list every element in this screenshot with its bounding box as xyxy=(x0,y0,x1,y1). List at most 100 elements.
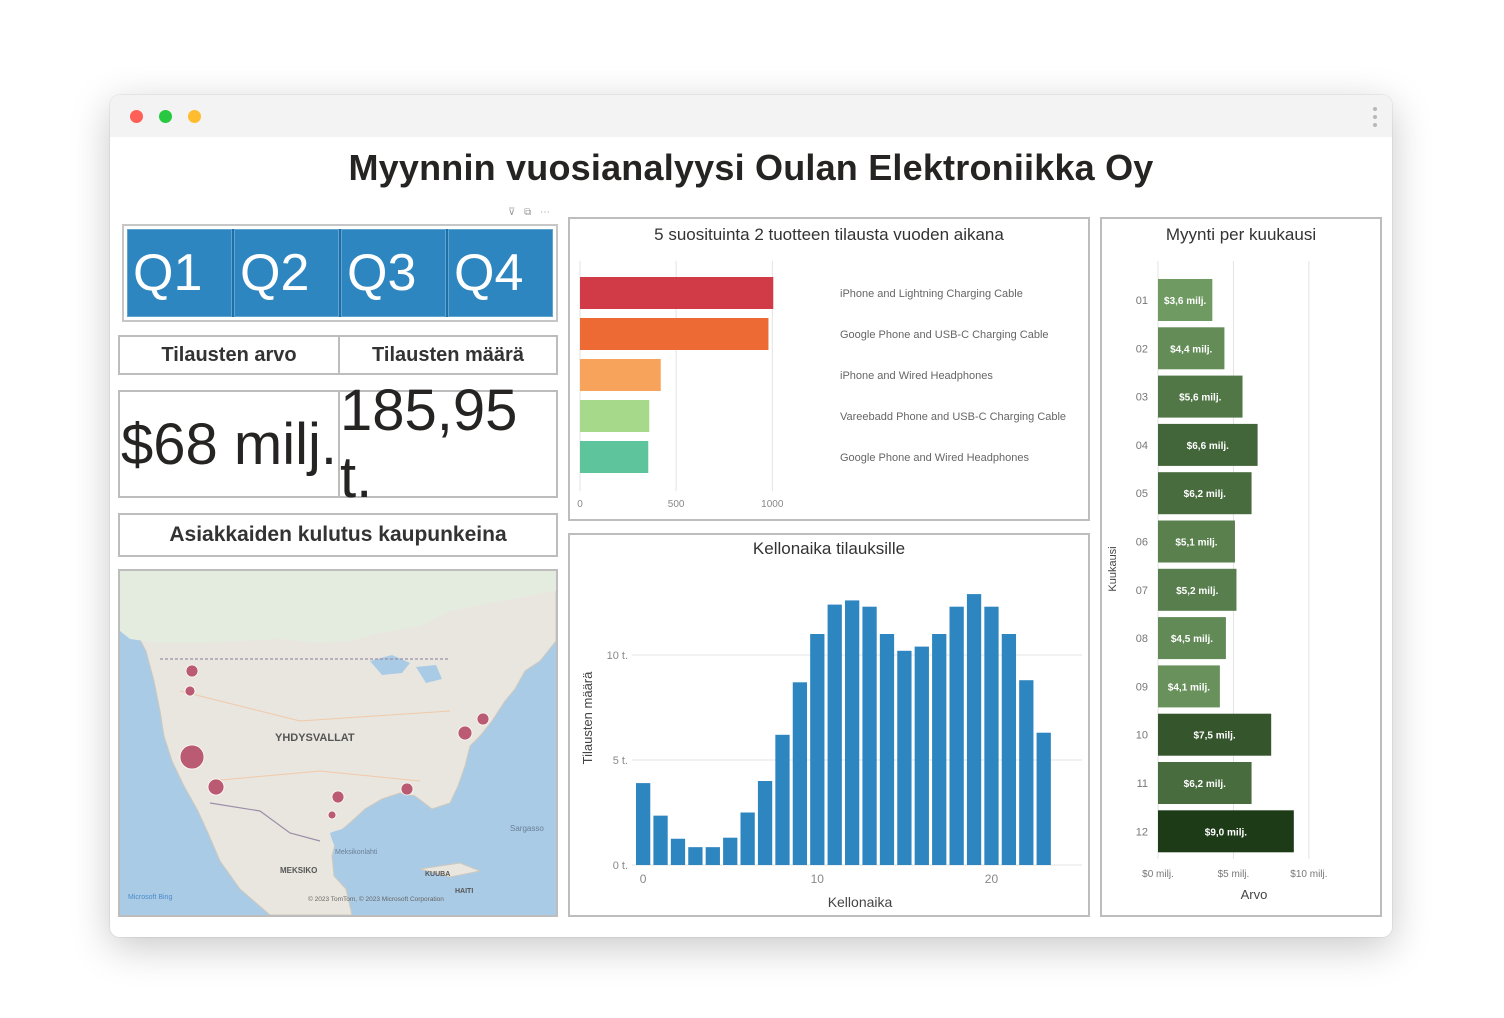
map-svg: YHDYSVALLAT MEKSIKO Meksikonlahti KUUBA … xyxy=(120,571,556,915)
hour-bar xyxy=(932,634,947,865)
hourly-orders-title: Kellonaika tilauksille xyxy=(752,539,906,558)
city-bubble-boston[interactable] xyxy=(476,712,490,726)
us-mexico-border xyxy=(209,802,321,842)
month-bar xyxy=(1158,617,1226,660)
y-tick-label: 10 t. xyxy=(607,650,628,662)
browser-window: Myynnin vuosianalyysi Oulan Elektroniikk… xyxy=(110,95,1392,937)
hour-bar xyxy=(1019,680,1034,865)
month-value-label: $6,2 milj. xyxy=(1184,489,1226,500)
month-value-label: $4,5 milj. xyxy=(1171,634,1213,645)
month-bar xyxy=(1158,375,1243,418)
hour-bar xyxy=(845,600,860,865)
month-value-label: $3,6 milj. xyxy=(1164,296,1206,307)
monthly-sales-title: Myynti per kuukausi xyxy=(1165,225,1317,244)
hourly-orders-chart: 0 t. 5 t. 10 t. 0 10 20 Kellonaika Tilausten mä… xyxy=(580,594,1082,910)
product-bar xyxy=(580,359,661,391)
y-tick-label: 0 t. xyxy=(613,860,628,872)
kpi-value-card: $68 milj. xyxy=(118,390,340,498)
month-bar xyxy=(1158,810,1294,853)
city-bubbles xyxy=(179,664,490,820)
monthly-sales-chart: $0 milj. $5 milj. $10 milj. 01 $3,6 milj. 02 $… xyxy=(1107,261,1328,902)
x-tick-label: $5 milj. xyxy=(1218,869,1250,880)
month-label: 03 xyxy=(1136,392,1148,404)
month-bar xyxy=(1158,568,1237,611)
city-spending-map[interactable]: YHDYSVALLAT MEKSIKO Meksikonlahti KUUBA … xyxy=(118,569,558,917)
north-america-land xyxy=(120,571,556,915)
month-value-label: $4,1 milj. xyxy=(1168,682,1210,693)
x-tick-label: $10 milj. xyxy=(1290,869,1327,880)
hour-bar xyxy=(862,606,877,865)
month-label: 05 xyxy=(1136,488,1148,500)
highway-road xyxy=(179,690,451,722)
quarter-slicer: Q1 Q2 Q3 Q4 xyxy=(122,224,558,322)
month-label: 10 xyxy=(1136,730,1148,742)
city-bubble-los-angeles[interactable] xyxy=(207,778,225,796)
city-bubble-seattle[interactable] xyxy=(185,664,199,678)
hour-bar xyxy=(636,783,651,865)
top-products-panel: 5 suosituinta 2 tuotteen tilausta vuoden… xyxy=(568,217,1090,521)
quarter-button-q1[interactable]: Q1 xyxy=(127,229,234,317)
hour-bar xyxy=(670,838,686,865)
month-value-label: $9,0 milj. xyxy=(1205,827,1247,838)
product-bar xyxy=(580,277,774,309)
product-label: iPhone and Lightning Charging Cable xyxy=(840,288,1023,300)
city-bubble-new-york[interactable] xyxy=(457,725,473,741)
x-tick-label: 20 xyxy=(985,872,999,886)
minimize-window-button[interactable] xyxy=(159,110,172,123)
x-tick-label: 0 xyxy=(640,872,647,886)
close-window-button[interactable] xyxy=(130,110,143,123)
city-bubble-austin[interactable] xyxy=(327,810,337,820)
y-axis-title: Tilausten määrä xyxy=(580,671,595,764)
month-label: 01 xyxy=(1136,295,1148,307)
hour-bar xyxy=(984,606,999,865)
product-bar xyxy=(580,441,649,473)
quarter-button-q3[interactable]: Q3 xyxy=(341,229,448,317)
map-label-mexico: MEKSIKO xyxy=(280,866,317,875)
month-value-label: $5,2 milj. xyxy=(1176,586,1218,597)
hour-bar xyxy=(740,812,755,865)
city-bubble-dallas[interactable] xyxy=(331,790,345,804)
product-label: Vareebadd Phone and USB-C Charging Cable xyxy=(840,411,1066,423)
product-bar xyxy=(580,318,769,350)
hour-bar xyxy=(810,634,825,865)
hour-bar xyxy=(879,634,895,865)
product-label: Google Phone and Wired Headphones xyxy=(840,452,1029,464)
hourly-orders-panel: Kellonaika tilauksille 0 t. 5 t. 10 t. 0 10 2… xyxy=(568,533,1090,917)
city-bubble-san-francisco[interactable] xyxy=(179,744,205,770)
map-copyright: © 2023 TomTom, © 2023 Microsoft Corporat… xyxy=(308,895,444,903)
maximize-window-button[interactable] xyxy=(188,110,201,123)
month-value-label: $4,4 milj. xyxy=(1170,344,1212,355)
highway-road-south xyxy=(209,770,421,782)
month-value-label: $5,1 milj. xyxy=(1175,538,1217,549)
hour-bar xyxy=(949,606,964,865)
month-value-label: $6,2 milj. xyxy=(1184,779,1226,790)
y-tick-label: 5 t. xyxy=(613,755,628,767)
kebab-menu-icon[interactable] xyxy=(1372,105,1378,129)
window-titlebar xyxy=(110,95,1392,137)
month-bar xyxy=(1158,472,1252,515)
month-bar xyxy=(1158,713,1272,756)
y-axis-title: Kuukausi xyxy=(1107,546,1119,591)
city-bubble-portland[interactable] xyxy=(184,685,196,697)
hour-bar xyxy=(705,847,720,865)
x-axis-title: Kellonaika xyxy=(828,894,893,910)
bing-logo: Microsoft Bing xyxy=(128,894,172,901)
month-value-label: $7,5 milj. xyxy=(1193,731,1235,742)
hour-bar xyxy=(688,847,703,865)
x-tick-label: $0 milj. xyxy=(1142,869,1174,880)
month-value-label: $5,6 milj. xyxy=(1179,393,1221,404)
filter-icons[interactable]: ⊽ ⧉ ⋯ xyxy=(508,207,554,218)
hour-bar xyxy=(775,734,790,865)
city-bubble-atlanta[interactable] xyxy=(400,782,414,796)
axis-tick-label: 0 xyxy=(577,499,583,510)
month-bar xyxy=(1158,665,1220,708)
quarter-button-q2[interactable]: Q2 xyxy=(234,229,341,317)
kpi-count-label: Tilausten määrä xyxy=(338,335,558,375)
map-label-cuba: KUUBA xyxy=(425,871,450,878)
quarter-button-q4[interactable]: Q4 xyxy=(448,229,553,317)
hour-bar xyxy=(897,650,912,865)
axis-tick-label: 500 xyxy=(668,499,685,510)
month-label: 04 xyxy=(1136,440,1148,452)
month-bar xyxy=(1158,520,1235,563)
gulf-of-mexico xyxy=(330,826,420,871)
